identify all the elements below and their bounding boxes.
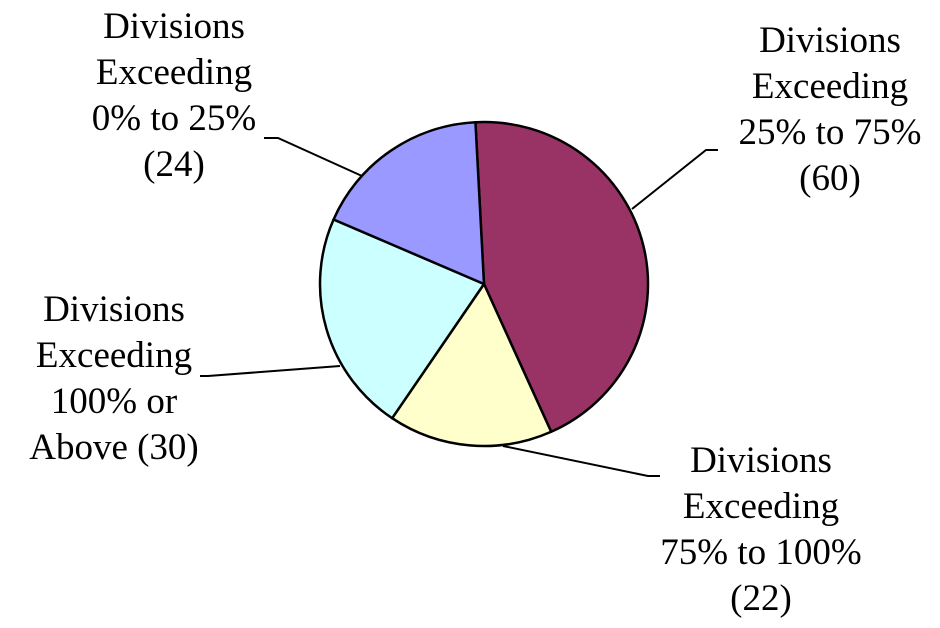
leader-line-3 [200, 365, 341, 377]
slice-label-2-line-4: (22) [730, 578, 792, 619]
slice-label-1-line-2: Exceeding [752, 66, 908, 107]
slice-label-4-line-1: Divisions [103, 6, 245, 47]
slice-label-1-line-4: (60) [799, 158, 861, 199]
slice-label-1-line-1: Divisions [759, 20, 901, 61]
slice-label-1-line-3: 25% to 75% [739, 112, 922, 153]
leader-line-2 [502, 445, 660, 477]
pie-slice-3 [318, 218, 486, 420]
slice-label-3-line-2: Exceeding [36, 335, 192, 376]
slice-label-4-line-3: 0% to 25% [92, 98, 256, 139]
slice-label-4-line-4: (24) [143, 144, 205, 185]
leader-line-1 [631, 149, 718, 210]
pie-slice-2 [390, 282, 553, 448]
slice-label-4-line-2: Exceeding [96, 52, 252, 93]
pie-slice-1 [474, 120, 650, 434]
slice-label-3: Divisions Exceeding 100% or Above (30) [29, 289, 199, 468]
slice-label-2: Divisions Exceeding 75% to 100% (22) [660, 440, 861, 619]
slice-label-2-line-1: Divisions [690, 440, 832, 481]
slice-label-3-line-3: 100% or [51, 381, 177, 422]
slice-label-3-line-1: Divisions [43, 289, 185, 330]
slice-label-1: Divisions Exceeding 25% to 75% (60) [739, 20, 922, 199]
slice-label-3-line-4: Above (30) [29, 427, 199, 468]
slice-label-4: Divisions Exceeding 0% to 25% (24) [92, 6, 256, 185]
slice-label-2-line-2: Exceeding [683, 486, 839, 527]
slice-label-2-line-3: 75% to 100% [660, 532, 861, 573]
leader-line-4 [264, 137, 363, 177]
pie-slice-4 [332, 120, 486, 286]
